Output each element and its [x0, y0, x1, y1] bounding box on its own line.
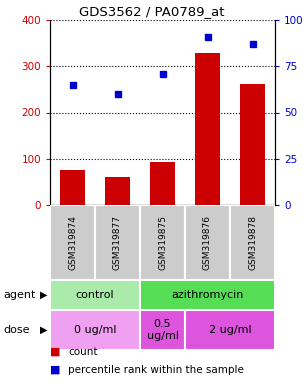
Bar: [140, 280, 275, 310]
Bar: [50, 205, 95, 280]
Text: percentile rank within the sample: percentile rank within the sample: [68, 365, 244, 375]
Text: ■: ■: [50, 365, 61, 375]
Text: GSM319875: GSM319875: [158, 215, 167, 270]
Bar: [105, 177, 130, 205]
Bar: [150, 162, 175, 205]
Text: azithromycin: azithromycin: [171, 290, 244, 300]
Bar: [195, 53, 220, 205]
Bar: [50, 310, 140, 350]
Text: control: control: [76, 290, 114, 300]
Bar: [140, 310, 185, 350]
Bar: [140, 205, 185, 280]
Text: 2 ug/ml: 2 ug/ml: [209, 325, 251, 335]
Text: 0 ug/ml: 0 ug/ml: [74, 325, 116, 335]
Bar: [60, 170, 85, 205]
Bar: [185, 310, 275, 350]
Text: ▶: ▶: [40, 325, 48, 335]
Text: count: count: [68, 347, 98, 357]
Text: GDS3562 / PA0789_at: GDS3562 / PA0789_at: [79, 5, 224, 18]
Bar: [230, 205, 275, 280]
Text: agent: agent: [3, 290, 35, 300]
Bar: [240, 84, 265, 205]
Text: GSM319877: GSM319877: [113, 215, 122, 270]
Text: ■: ■: [50, 347, 61, 357]
Text: GSM319876: GSM319876: [203, 215, 212, 270]
Bar: [185, 205, 230, 280]
Text: GSM319874: GSM319874: [68, 215, 77, 270]
Text: GSM319878: GSM319878: [248, 215, 257, 270]
Text: ▶: ▶: [40, 290, 48, 300]
Text: 0.5
ug/ml: 0.5 ug/ml: [146, 319, 178, 341]
Text: dose: dose: [3, 325, 29, 335]
Bar: [50, 280, 140, 310]
Bar: [95, 205, 140, 280]
